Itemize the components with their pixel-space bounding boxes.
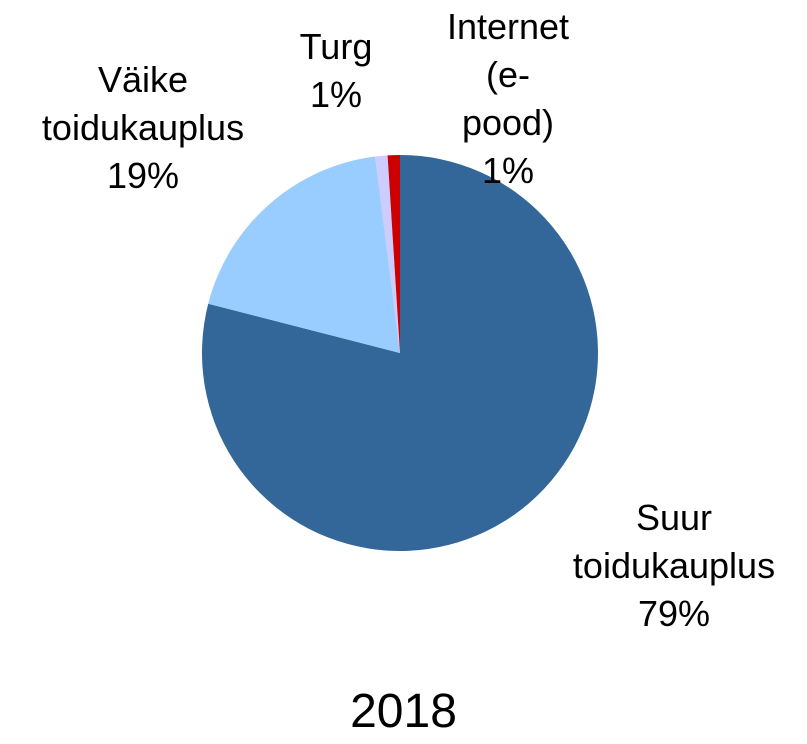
pie-slice [375, 155, 400, 353]
pie-slice [201, 155, 598, 552]
slice-label: Turg 1% [300, 23, 373, 119]
pie-slice [387, 155, 400, 353]
slice-label: Väike toidukauplus 19% [42, 56, 244, 200]
slice-percent: 19% [106, 155, 180, 196]
slice-percent: 1% [309, 74, 363, 115]
pie-slice [208, 156, 400, 353]
slice-percent: 1% [481, 150, 535, 191]
slice-name: Turg [299, 26, 373, 67]
slice-label: Internet (e-pood) 1% [447, 3, 569, 195]
slice-percent: 79% [637, 593, 711, 634]
slice-name: Väike toidukauplus [41, 59, 245, 148]
slice-name: Suur toidukauplus [572, 497, 776, 586]
slice-name: Internet (e-pood) [446, 6, 570, 143]
chart-title: 2018 [350, 685, 457, 738]
slice-label: Suur toidukauplus 79% [573, 494, 775, 638]
